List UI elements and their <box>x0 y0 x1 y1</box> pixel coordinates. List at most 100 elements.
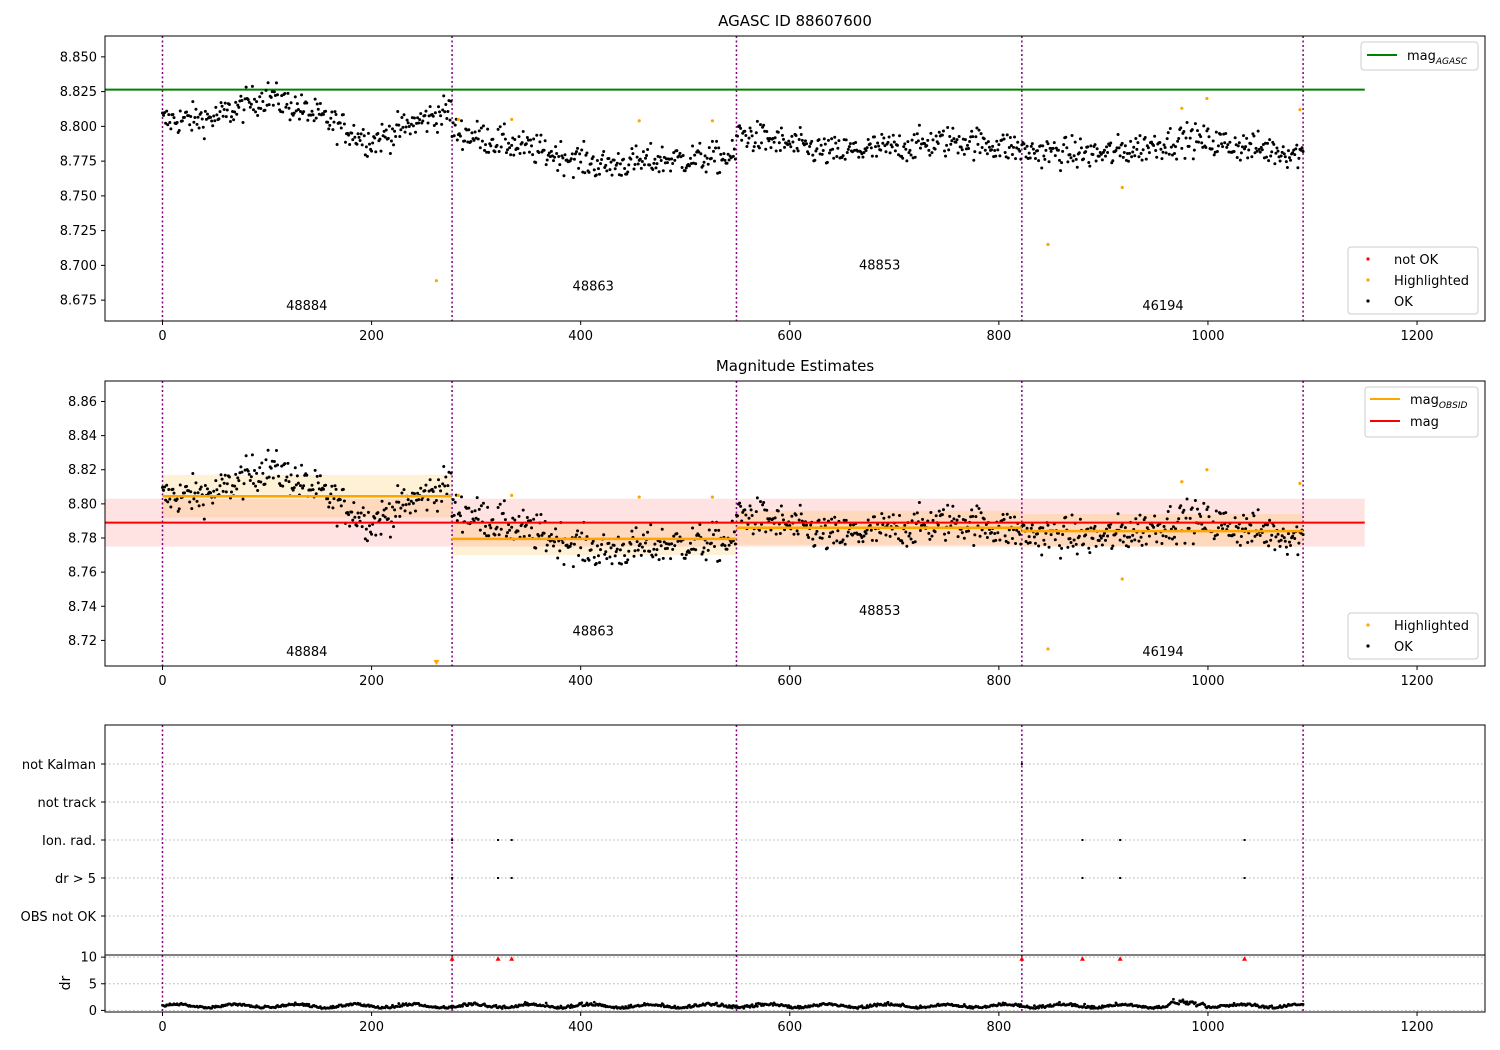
highlighted-point <box>1180 480 1184 484</box>
ok-point <box>1193 499 1197 503</box>
ok-point <box>1220 142 1224 146</box>
ok-point <box>322 487 325 491</box>
ok-point <box>608 555 612 559</box>
ok-point <box>753 141 757 145</box>
ok-point <box>1249 142 1253 146</box>
ok-point <box>328 123 332 127</box>
ok-point <box>615 161 619 165</box>
ok-point <box>1187 526 1191 530</box>
ok-point <box>766 136 770 140</box>
ok-point <box>1010 153 1014 157</box>
ok-point <box>522 151 526 155</box>
ok-point <box>396 109 400 113</box>
highlighted-point <box>434 279 439 283</box>
y-tick-label: 8.72 <box>68 634 97 649</box>
ok-point <box>453 500 457 504</box>
ok-point <box>1138 134 1142 138</box>
ok-point <box>910 138 914 142</box>
ok-point <box>315 102 319 106</box>
ok-point <box>1180 146 1184 150</box>
ok-point <box>1022 523 1026 527</box>
ok-point <box>210 119 214 123</box>
ok-point <box>1280 534 1284 538</box>
dr-point <box>1172 997 1175 1001</box>
plot-frame <box>104 35 1486 322</box>
x-tick-label: 800 <box>986 329 1011 344</box>
ok-point <box>359 511 363 515</box>
ok-point <box>188 500 192 504</box>
ok-point <box>504 534 508 538</box>
ok-point <box>757 528 761 532</box>
ok-point <box>166 500 170 504</box>
ok-point <box>996 531 1000 535</box>
ok-point <box>684 166 688 170</box>
ok-point <box>583 559 587 563</box>
ok-point <box>765 508 769 512</box>
ok-point <box>196 491 200 495</box>
ok-point <box>205 112 209 116</box>
ok-point <box>1199 515 1203 519</box>
ok-point <box>1088 551 1092 555</box>
ok-point <box>284 478 288 482</box>
ok-point <box>761 503 765 507</box>
ok-point <box>1123 526 1127 530</box>
ok-point <box>516 529 520 533</box>
x-tick-label: 800 <box>986 1020 1011 1035</box>
ok-point <box>970 129 974 133</box>
ok-point <box>1032 535 1036 539</box>
x-tick-label: 1000 <box>1191 1020 1224 1035</box>
highlighted-point <box>1120 185 1124 190</box>
ok-point <box>1001 133 1005 137</box>
ok-point <box>446 110 450 114</box>
flag-point <box>510 877 513 879</box>
ok-point <box>339 126 343 130</box>
ok-point <box>626 558 630 562</box>
ok-point <box>830 517 834 521</box>
ok-point <box>1160 542 1164 546</box>
ok-point <box>665 546 669 550</box>
ok-point <box>1082 542 1086 546</box>
ok-point <box>1056 148 1060 152</box>
ok-point <box>1159 147 1163 151</box>
ok-point <box>1258 150 1262 154</box>
ok-point <box>431 114 435 118</box>
ok-point <box>777 141 781 145</box>
ok-point <box>420 498 424 502</box>
ok-point <box>951 126 955 130</box>
dr-point <box>1177 1002 1181 1006</box>
ok-point <box>1168 504 1172 508</box>
ok-point <box>934 134 938 138</box>
ok-point <box>281 484 285 488</box>
flag-point <box>497 877 500 879</box>
ok-point <box>394 134 398 138</box>
ok-point <box>1197 140 1201 144</box>
ok-point <box>778 148 782 152</box>
ok-point <box>293 466 297 470</box>
x-tick-label: 400 <box>568 329 593 344</box>
x-tick-label: 200 <box>359 329 384 344</box>
ok-point <box>879 531 883 535</box>
ok-point <box>387 502 391 506</box>
ok-point <box>1128 535 1132 539</box>
ok-point <box>191 472 195 476</box>
ok-point <box>893 532 897 536</box>
ok-point <box>1041 526 1045 530</box>
ok-point <box>973 533 977 537</box>
ok-point <box>435 509 439 513</box>
ok-point <box>267 475 271 479</box>
ok-point <box>508 146 512 150</box>
ok-point <box>235 112 239 116</box>
ok-point <box>978 151 982 155</box>
ok-point <box>469 140 473 144</box>
ok-point <box>1174 527 1178 531</box>
ok-point <box>562 174 566 178</box>
ok-point <box>247 472 251 476</box>
ok-point <box>941 129 945 133</box>
ok-point <box>460 495 463 499</box>
ok-point <box>191 100 195 104</box>
ok-point <box>836 146 840 150</box>
ok-point <box>739 504 743 508</box>
ok-point <box>411 124 415 128</box>
ok-point <box>1154 532 1158 536</box>
